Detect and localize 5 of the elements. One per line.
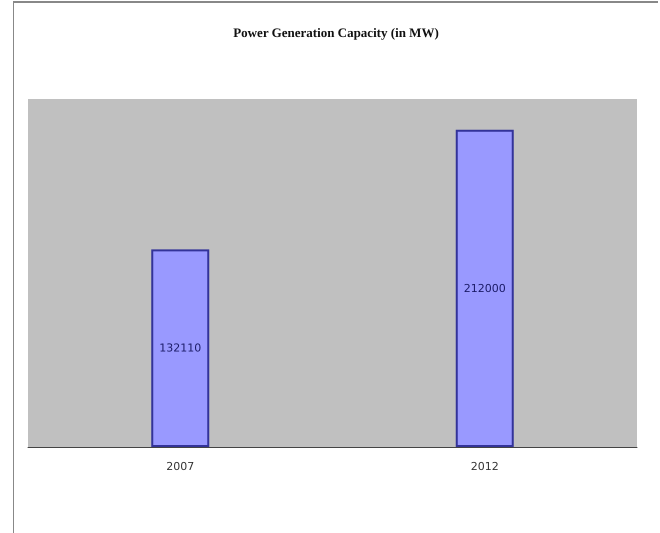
chart-title: Power Generation Capacity (in MW) xyxy=(233,25,439,40)
data-label: 132110 xyxy=(159,342,202,355)
x-tick-label: 2007 xyxy=(166,460,194,473)
data-label: 212000 xyxy=(464,282,506,295)
x-tick-label: 2012 xyxy=(470,460,499,473)
